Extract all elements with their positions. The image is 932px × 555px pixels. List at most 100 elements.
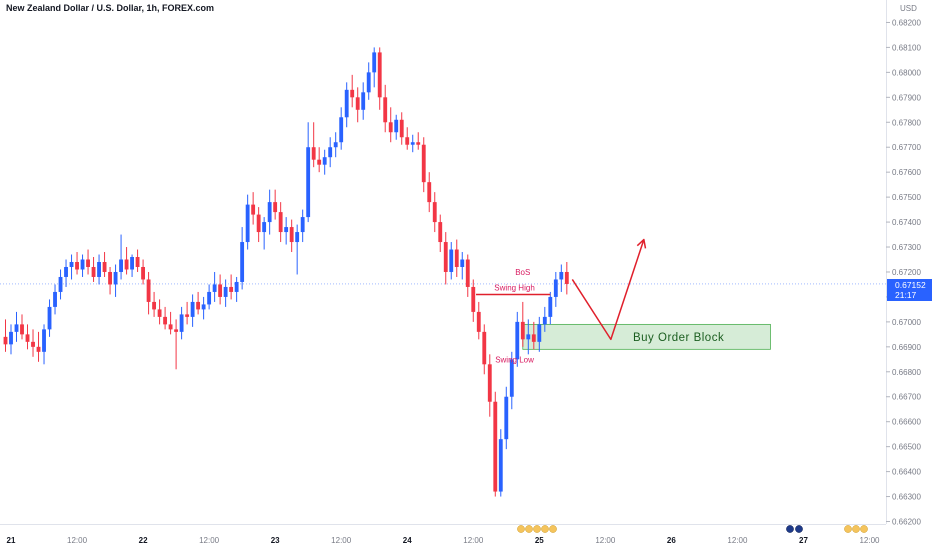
candle-body: [548, 296, 553, 317]
axis-currency-label: USD: [900, 4, 917, 13]
candle-body: [383, 97, 388, 123]
candle-body: [526, 334, 531, 340]
candle-body: [399, 119, 404, 138]
time-tick-label: 12:00: [595, 536, 616, 545]
economic-event-icon: [860, 525, 868, 533]
time-tick-label: 27: [799, 536, 808, 545]
price-tick-label: 0.67300: [892, 243, 921, 252]
candle-body: [53, 291, 57, 307]
bar-countdown: 21:17: [895, 290, 917, 300]
candle-body: [405, 137, 410, 145]
time-tick-label: 26: [667, 536, 676, 545]
time-tick-label: 12:00: [463, 536, 484, 545]
candle-body: [559, 271, 564, 280]
candle-body: [135, 257, 140, 267]
price-tick-label: 0.66700: [892, 393, 921, 402]
price-tick-label: 0.67800: [892, 118, 921, 127]
time-tick-label: 12:00: [67, 536, 88, 545]
candle-body: [317, 159, 322, 165]
candle-body: [476, 311, 481, 332]
candle-body: [377, 52, 382, 98]
buy-order-block: [522, 323, 771, 350]
bos-label: BoS: [515, 268, 530, 277]
price-tick-label: 0.66400: [892, 468, 921, 477]
price-tick-label: 0.66800: [892, 368, 921, 377]
candle-body: [449, 249, 454, 272]
candle-body: [168, 324, 173, 330]
candle-body: [564, 271, 569, 284]
candle-body: [295, 232, 300, 243]
projection-path: [571, 239, 645, 341]
economic-event-icon: [786, 525, 794, 533]
price-tick-label: 0.67700: [892, 143, 921, 152]
economic-event-icon: [549, 525, 557, 533]
price-tick-label: 0.67000: [892, 318, 921, 327]
price-tick-label: 0.67200: [892, 268, 921, 277]
candle-body: [355, 97, 360, 110]
time-tick-label: 12:00: [331, 536, 352, 545]
candle-body: [152, 301, 157, 310]
economic-event-icon: [844, 525, 852, 533]
candle-body: [196, 301, 201, 310]
candle-body: [207, 291, 212, 305]
candles-layer: [3, 47, 569, 497]
candle-body: [47, 306, 52, 330]
candle-body: [520, 321, 525, 340]
candle-body: [157, 309, 162, 317]
candle-body: [86, 259, 90, 267]
candle-body: [432, 202, 437, 223]
time-tick-label: 23: [271, 536, 280, 545]
price-tick-label: 0.66300: [892, 493, 921, 502]
time-tick-label: 21: [7, 536, 16, 545]
candle-body: [531, 334, 536, 342]
candle-body: [394, 119, 399, 133]
candle-body: [245, 204, 250, 243]
candle-body: [388, 122, 393, 133]
candle-body: [201, 304, 206, 310]
time-tick-label: 22: [139, 536, 148, 545]
candle-body: [372, 52, 377, 73]
swing-high-label: Swing High: [494, 283, 534, 292]
candle-body: [427, 182, 432, 203]
projection-arrowhead: [636, 238, 647, 249]
candle-body: [333, 142, 338, 148]
price-tick-label: 0.66200: [892, 518, 921, 527]
price-tick-label: 0.68100: [892, 43, 921, 52]
candle-body: [174, 329, 179, 332]
price-tick-label: 0.66500: [892, 443, 921, 452]
candle-body: [240, 242, 245, 282]
axis-layer: 0.66200 0.66300 0.66400 0.66500 0.66600 0.667…: [0, 0, 921, 545]
candle-body: [306, 147, 311, 218]
candle-body: [361, 92, 366, 110]
candle-body: [163, 316, 168, 325]
candle-body: [108, 271, 112, 285]
swing-low-label: Swing Low: [495, 355, 534, 364]
candle-body: [537, 324, 542, 342]
candle-body: [251, 204, 256, 215]
candle-body: [553, 279, 558, 297]
candle-body: [190, 301, 195, 317]
candle-body: [504, 396, 509, 440]
price-tick-label: 0.66900: [892, 343, 921, 352]
candle-body: [58, 276, 63, 292]
candle-body: [130, 257, 135, 270]
candle-body: [465, 259, 470, 287]
candle-body: [64, 266, 68, 277]
last-price-badge: 0.67152 21:17: [887, 279, 932, 301]
economic-event-icon: [525, 525, 533, 533]
time-tick-label: 12:00: [199, 536, 220, 545]
candle-body: [410, 142, 415, 145]
candle-body: [416, 142, 421, 145]
candle-body: [36, 346, 41, 352]
price-tick-label: 0.67600: [892, 168, 921, 177]
candle-body: [421, 144, 426, 183]
candle-body: [124, 259, 129, 270]
candle-body: [366, 72, 371, 93]
candle-body: [300, 217, 305, 233]
candle-body: [344, 89, 349, 118]
candle-body: [493, 401, 498, 492]
economic-event-icon: [852, 525, 860, 533]
candle-body: [262, 222, 267, 233]
